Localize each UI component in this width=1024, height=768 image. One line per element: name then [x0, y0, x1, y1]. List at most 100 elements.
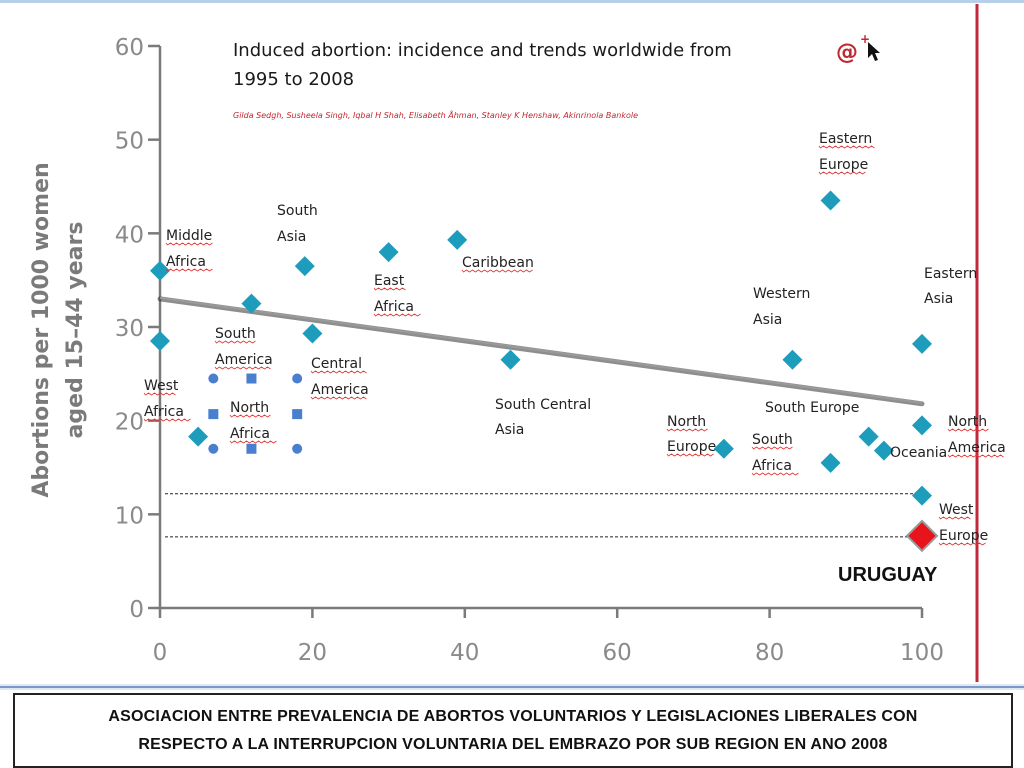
logo-mark: @	[836, 40, 858, 65]
data-point	[782, 349, 803, 370]
spell-underline	[461, 269, 533, 273]
x-tick-label: 40	[450, 640, 479, 666]
data-point	[820, 190, 841, 211]
point-label: Europe	[939, 528, 988, 544]
point-label: Caribbean	[462, 255, 534, 271]
data-point	[302, 323, 323, 344]
spell-underline	[751, 472, 799, 476]
y-tick-label: 0	[129, 597, 144, 623]
x-tick-label: 0	[153, 640, 168, 666]
spell-underline	[818, 145, 875, 149]
point-label: Africa	[166, 254, 206, 270]
y-tick-label: 50	[115, 129, 144, 155]
trend-line-main	[159, 296, 923, 404]
point-label: South Europe	[765, 400, 859, 416]
uruguay-label: URUGUAY	[838, 564, 938, 586]
spell-underline	[373, 313, 421, 317]
uruguay-point	[905, 519, 939, 553]
point-label: Africa	[752, 458, 792, 474]
y-axis-label-line1: Abortions per 1000 women	[29, 162, 54, 497]
point-label: West	[939, 502, 974, 518]
y-axis-label: Abortions per 1000 women aged 15–44 year…	[29, 162, 88, 497]
data-point	[241, 293, 262, 314]
north-africa-square	[246, 443, 257, 454]
data-point	[447, 229, 468, 250]
spell-underline	[165, 268, 213, 272]
point-label: South	[752, 432, 793, 448]
chart-authors: Gilda Sedgh, Susheela Singh, Iqbal H Sha…	[233, 109, 638, 120]
point-label: Europe	[667, 439, 716, 455]
spell-underline	[214, 340, 256, 344]
point-label: Middle	[166, 228, 212, 244]
data-point	[858, 426, 879, 447]
top-strip	[0, 0, 1024, 3]
point-label: Africa	[374, 299, 414, 315]
axis-ticks: 0 10 20 30 40 50 60 0 20 40 60 80 100	[115, 35, 944, 666]
x-tick-label: 80	[755, 640, 784, 666]
spell-underline	[214, 366, 271, 370]
north-africa-square	[246, 373, 257, 384]
trend-line	[157, 296, 925, 407]
point-label: South Central	[495, 397, 591, 413]
point-label: Eastern	[819, 131, 872, 147]
spell-underline	[373, 287, 406, 291]
data-point	[912, 333, 932, 354]
reference-lines	[165, 493, 922, 538]
north-africa-square	[292, 409, 303, 420]
point-label: North	[230, 400, 269, 416]
point-label: Europe	[819, 157, 868, 173]
data-point	[150, 260, 170, 281]
data-point	[500, 349, 521, 370]
spell-underline	[229, 414, 271, 418]
point-label: Africa	[230, 426, 270, 442]
y-tick-label: 10	[115, 503, 144, 529]
spell-underline	[143, 392, 176, 396]
x-tick-label: 20	[298, 640, 327, 666]
data-point	[294, 256, 315, 277]
north-africa-square	[208, 409, 219, 420]
data-point	[820, 452, 841, 473]
point-label: Asia	[924, 291, 953, 307]
y-tick-label: 20	[115, 410, 144, 436]
logo-plus: +	[860, 32, 870, 46]
spell-underline	[751, 446, 793, 450]
data-point	[150, 331, 170, 352]
spell-underline	[143, 418, 191, 422]
spell-underline	[938, 542, 986, 546]
point-label: Eastern	[924, 266, 977, 282]
point-label: East	[374, 273, 405, 289]
north-africa-circle	[208, 443, 219, 454]
caption-line-1: ASOCIACION ENTRE PREVALENCIA DE ABORTOS …	[108, 707, 918, 725]
chart-title-line1: Induced abortion: incidence and trends w…	[233, 40, 732, 61]
x-tick-label: 60	[603, 640, 632, 666]
cursor-icon	[868, 42, 880, 61]
point-label: Central	[311, 356, 362, 372]
spell-underline	[310, 370, 367, 374]
data-point	[912, 415, 932, 436]
point-label: South	[215, 326, 256, 342]
point-label: Oceania	[890, 445, 947, 461]
data-point	[873, 440, 894, 461]
data-point	[912, 485, 932, 506]
caption-box: ASOCIACION ENTRE PREVALENCIA DE ABORTOS …	[13, 693, 1013, 768]
y-tick-label: 60	[115, 35, 144, 61]
data-point	[713, 438, 734, 459]
y-tick-label: 40	[115, 222, 144, 248]
chart-title-line2: 1995 to 2008	[233, 69, 354, 90]
point-label: West	[144, 378, 179, 394]
spell-underline	[938, 516, 971, 520]
data-marks	[150, 190, 939, 553]
logo-icon: @ +	[836, 32, 880, 65]
north-africa-circle	[208, 373, 219, 384]
spell-underline	[947, 428, 989, 432]
point-label: Asia	[277, 229, 306, 245]
north-africa-circle	[292, 373, 303, 384]
point-label: Asia	[753, 312, 782, 328]
point-label: America	[215, 352, 273, 368]
point-label: America	[311, 382, 369, 398]
point-label: North	[948, 414, 987, 430]
point-label: Asia	[495, 422, 524, 438]
caption-line-2: RESPECTO A LA INTERRUPCION VOLUNTARIA DE…	[138, 735, 888, 753]
point-labels: Middle Africa West Africa South America South A…	[143, 131, 1006, 546]
